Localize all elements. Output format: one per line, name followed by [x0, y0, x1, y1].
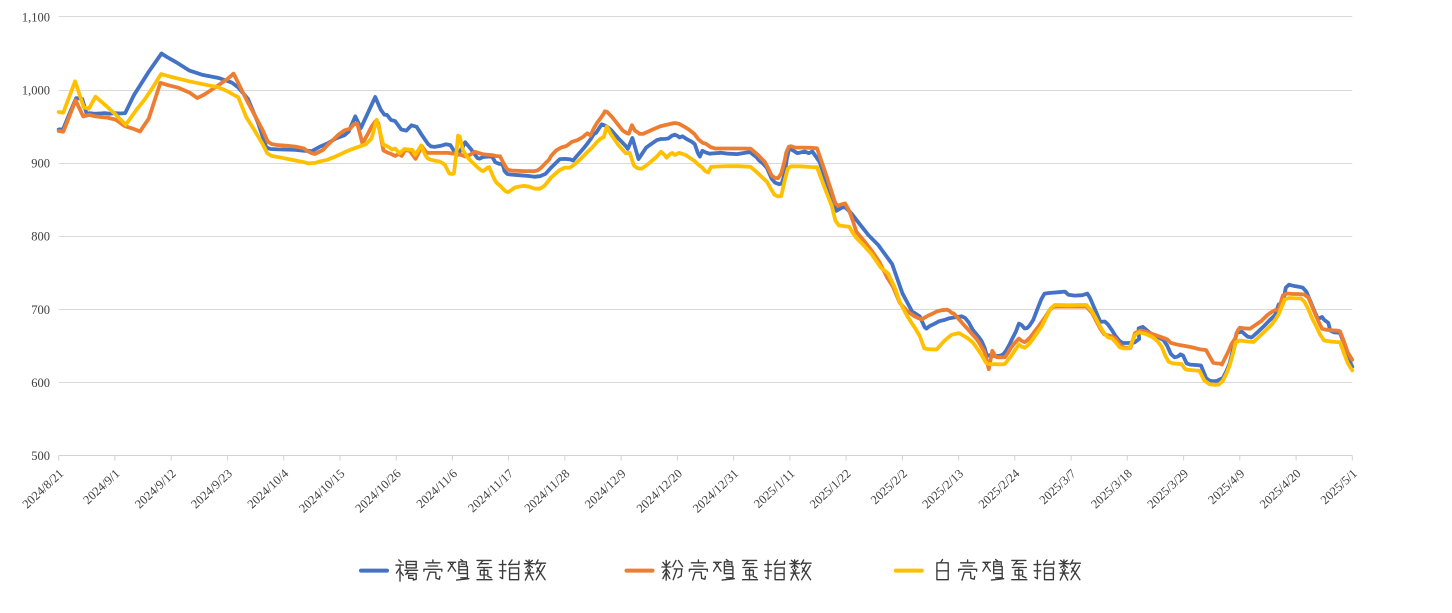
svg-text:1,000: 1,000 [22, 84, 50, 98]
svg-text:800: 800 [31, 230, 50, 244]
svg-text:500: 500 [31, 449, 50, 463]
svg-text:1,100: 1,100 [22, 11, 50, 25]
svg-text:600: 600 [31, 376, 50, 390]
svg-text:700: 700 [31, 303, 50, 317]
svg-text:900: 900 [31, 157, 50, 171]
